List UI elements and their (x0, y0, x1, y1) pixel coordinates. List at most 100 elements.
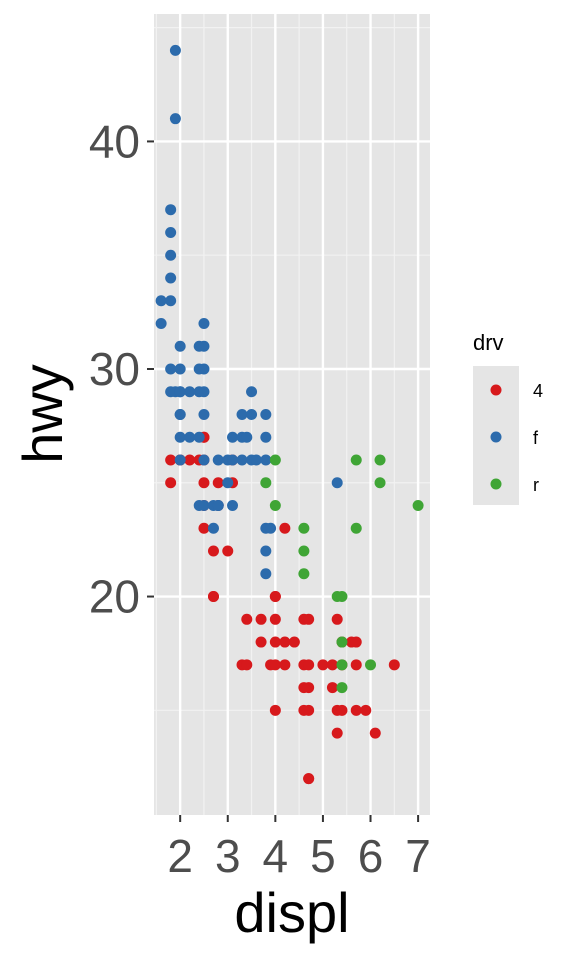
data-point-f (227, 431, 239, 443)
data-point-4 (198, 522, 210, 534)
data-point-f (227, 500, 239, 512)
data-point-f (198, 500, 210, 512)
x-tick-label: 3 (215, 830, 241, 882)
data-point-4 (303, 659, 315, 671)
data-point-f (236, 454, 248, 466)
data-point-4 (298, 682, 310, 694)
data-point-4 (360, 704, 372, 716)
data-point-4 (288, 636, 300, 648)
data-point-4 (388, 659, 400, 671)
grid-major (154, 14, 430, 815)
data-point-f (198, 317, 210, 329)
data-point-r (336, 591, 348, 603)
x-axis-title: displ (234, 881, 349, 944)
legend-key-r (490, 478, 502, 490)
data-point-r (298, 522, 310, 534)
data-point-4 (165, 454, 177, 466)
y-axis: 20 30 40 (89, 115, 154, 623)
data-point-f (260, 409, 272, 420)
data-point-4 (222, 545, 234, 557)
data-point-4 (269, 636, 281, 648)
x-tick-label: 5 (310, 830, 336, 882)
data-point-f (241, 431, 253, 443)
data-point-r (260, 477, 272, 489)
data-point-4 (241, 659, 253, 671)
data-point-f (246, 386, 258, 398)
data-point-r (298, 545, 310, 557)
data-point-f (260, 568, 272, 580)
data-point-4 (241, 613, 253, 625)
data-point-f (165, 249, 177, 261)
data-point-r (298, 568, 310, 580)
y-tick-label: 20 (89, 571, 140, 623)
data-point-f (227, 454, 239, 466)
data-point-4 (184, 454, 196, 466)
data-point-f (184, 386, 196, 398)
data-point-r (412, 500, 424, 512)
data-point-4 (255, 613, 267, 625)
data-point-f (184, 431, 196, 443)
data-point-4 (269, 591, 281, 603)
data-point-f (207, 522, 219, 534)
data-point-4 (331, 613, 343, 625)
data-point-4 (279, 522, 291, 534)
data-point-4 (198, 477, 210, 489)
data-point-4 (331, 727, 343, 739)
data-point-4 (350, 636, 362, 648)
data-point-f (250, 454, 262, 466)
legend-key-f (490, 431, 502, 443)
x-tick-label: 6 (358, 830, 384, 882)
data-point-f (246, 409, 258, 420)
data-point-f (174, 363, 186, 375)
y-tick-label: 30 (89, 343, 140, 395)
data-point-f (260, 545, 272, 557)
data-point-f (198, 386, 210, 398)
data-point-r (374, 477, 386, 489)
data-point-r (269, 500, 281, 512)
y-axis-title: hwy (11, 364, 74, 464)
data-point-r (350, 454, 362, 466)
data-point-4 (279, 636, 291, 648)
data-point-f (165, 226, 177, 238)
data-point-4 (255, 636, 267, 648)
data-point-f (165, 204, 177, 216)
data-point-4 (303, 773, 315, 785)
data-point-f (174, 431, 186, 443)
data-point-f (155, 317, 167, 329)
data-point-r (336, 636, 348, 648)
data-point-f (331, 477, 343, 489)
y-tick-label: 40 (89, 115, 140, 167)
data-point-f (174, 454, 186, 466)
legend-label-r: r (533, 475, 539, 495)
x-tick-label: 4 (263, 830, 289, 882)
data-point-f (169, 113, 181, 125)
data-point-4 (269, 659, 281, 671)
data-point-f (155, 295, 167, 307)
data-point-4 (303, 613, 315, 625)
data-point-f (265, 522, 277, 534)
legend-label-4: 4 (533, 381, 543, 401)
x-tick-label: 7 (405, 830, 431, 882)
data-point-f (169, 44, 181, 56)
data-point-f (165, 272, 177, 284)
data-point-4 (350, 659, 362, 671)
data-point-f (198, 454, 210, 466)
data-point-4 (317, 659, 329, 671)
legend-key-4 (490, 384, 502, 396)
data-points (155, 44, 424, 785)
data-point-4 (165, 477, 177, 489)
data-point-r (336, 682, 348, 694)
data-point-f (174, 340, 186, 352)
data-point-f (193, 431, 205, 443)
data-point-f (198, 363, 210, 375)
data-point-r (374, 454, 386, 466)
data-point-4 (269, 613, 281, 625)
data-point-f (260, 431, 272, 443)
data-point-4 (326, 659, 338, 671)
data-point-f (212, 454, 224, 466)
data-point-f (174, 386, 186, 398)
data-point-r (336, 659, 348, 671)
x-tick-label: 2 (167, 830, 193, 882)
